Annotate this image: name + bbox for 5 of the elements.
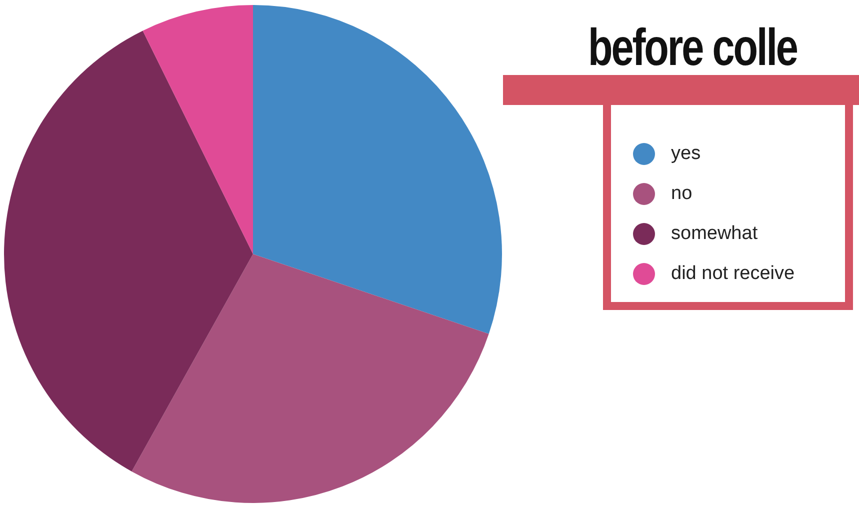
legend-label: somewhat [671, 223, 758, 245]
legend-label: no [671, 183, 692, 205]
legend-label: yes [671, 143, 701, 165]
legend-label: did not receive [671, 263, 795, 285]
chart-title: before colle [588, 19, 797, 77]
